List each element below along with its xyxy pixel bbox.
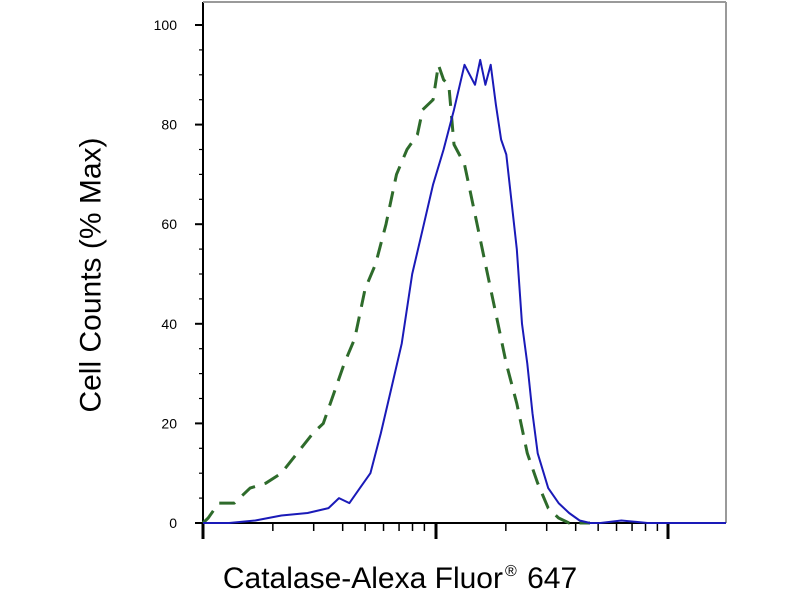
- x-axis-label-tail: 647: [518, 562, 578, 595]
- y-tick-label: 40: [161, 316, 177, 332]
- chart-series: [201, 58, 726, 525]
- y-tick-label: 0: [169, 515, 177, 531]
- sample-series-line: [203, 58, 726, 524]
- y-tick-label: 20: [161, 415, 177, 431]
- registered-mark: ®: [504, 563, 517, 580]
- y-axis-label: Cell Counts (% Max): [75, 137, 109, 413]
- x-axis-label-main: Catalase-Alexa Fluor: [222, 562, 503, 595]
- y-tick-label: 80: [161, 117, 177, 133]
- y-tick-label: 100: [154, 17, 178, 33]
- y-tick-label: 60: [161, 216, 177, 232]
- chart-ticks: 0 20 40 60 80 100: [154, 17, 670, 539]
- y-axis-label-box: Cell Counts (% Max): [62, 60, 122, 490]
- x-axis-label: Catalase-Alexa Fluor ® 647: [0, 562, 800, 596]
- control-series-line: [201, 63, 590, 525]
